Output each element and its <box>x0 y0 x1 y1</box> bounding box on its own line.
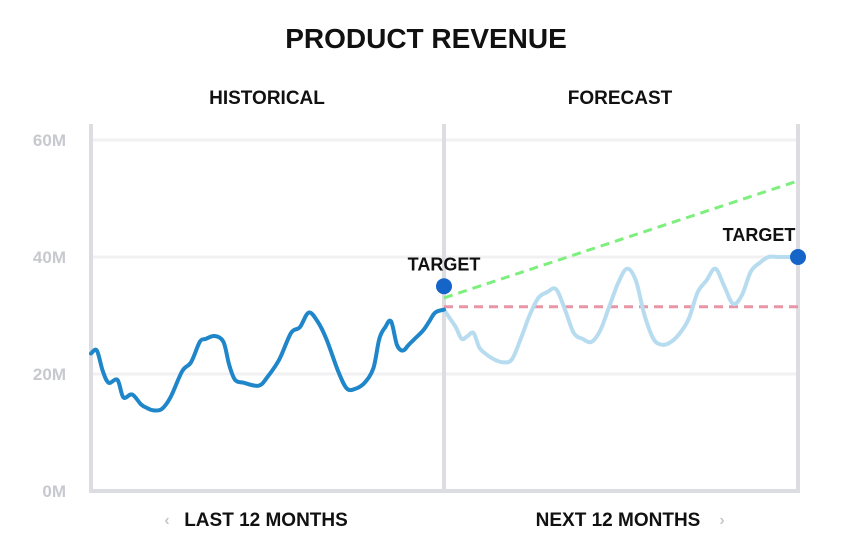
y-tick-label-2: 40M <box>33 248 66 267</box>
target-label-1: TARGET <box>723 225 796 245</box>
series-layer <box>89 179 800 413</box>
y-tick-label-0: 0M <box>42 482 66 501</box>
chart-title: PRODUCT REVENUE <box>285 23 567 54</box>
section-label-forecast: FORECAST <box>568 88 673 109</box>
nav-previous-label: LAST 12 MONTHS <box>184 510 348 531</box>
target-point-1 <box>790 249 806 265</box>
y-tick-label-3: 60M <box>33 131 66 150</box>
series-line-forecast <box>442 254 800 365</box>
target-point-0 <box>436 278 452 295</box>
y-axis-ticks: 0M 20M 40M 60M <box>33 131 66 501</box>
nav-next[interactable]: NEXT 12 MONTHS › <box>536 510 725 531</box>
y-tick-label-1: 20M <box>33 365 66 384</box>
section-label-historical: HISTORICAL <box>209 88 325 109</box>
targets-layer: TARGET TARGET <box>408 225 806 295</box>
nav-previous[interactable]: ‹ LAST 12 MONTHS <box>164 510 347 531</box>
series-line-historical <box>89 307 446 413</box>
chevron-right-icon: › <box>719 512 724 529</box>
series-line-optimistic-trend <box>443 179 799 300</box>
target-label-0: TARGET <box>408 254 481 274</box>
nav-next-label: NEXT 12 MONTHS <box>536 510 701 531</box>
chevron-left-icon: ‹ <box>164 512 169 529</box>
